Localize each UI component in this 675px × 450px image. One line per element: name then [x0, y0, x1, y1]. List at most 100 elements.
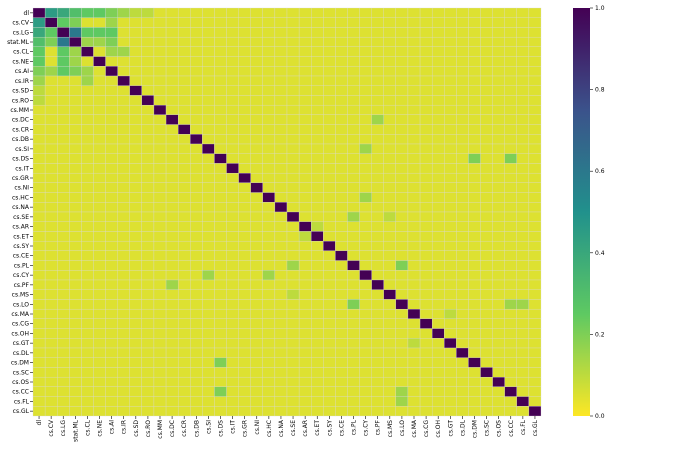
heatmap-cell: [226, 406, 239, 417]
heatmap-cell: [32, 163, 46, 174]
heatmap-cell: [359, 153, 372, 164]
heatmap-cell: [504, 250, 517, 261]
y-tick-label: cs.LO: [13, 301, 29, 308]
heatmap-cell: [32, 104, 46, 116]
heatmap-cell: [335, 270, 348, 281]
heatmap-cell: [311, 27, 324, 38]
heatmap-cell: [407, 134, 421, 145]
heatmap-cell: [395, 367, 409, 378]
heatmap-cell: [238, 211, 251, 222]
heatmap-cell: [359, 396, 372, 407]
heatmap-cell: [32, 46, 46, 57]
heatmap-cell: [57, 182, 70, 193]
heatmap-cell: [250, 114, 263, 125]
heatmap-cell: [311, 386, 324, 397]
heatmap-cell: [444, 36, 457, 48]
heatmap-cell: [57, 260, 70, 271]
heatmap-cell: [57, 289, 70, 300]
heatmap-cell: [250, 386, 263, 397]
heatmap-cell: [371, 85, 384, 96]
heatmap-cell: [262, 56, 276, 67]
heatmap-cell: [359, 95, 372, 106]
heatmap-cell: [250, 347, 263, 358]
heatmap-cell: [298, 56, 312, 67]
heatmap-cell: [32, 396, 46, 407]
heatmap-cell: [286, 153, 300, 164]
colorbar: [573, 8, 590, 416]
heatmap-cell: [141, 95, 155, 106]
heatmap-cell: [347, 347, 360, 358]
heatmap-cell: [419, 279, 433, 290]
heatmap-cell: [456, 231, 469, 242]
heatmap-cell: [407, 260, 421, 271]
colorbar-tick-label: 0.0: [595, 413, 605, 420]
heatmap-cell: [117, 104, 130, 116]
heatmap-cell: [298, 143, 312, 154]
heatmap-cell: [129, 27, 143, 38]
heatmap-cell: [274, 27, 288, 38]
heatmap-cell: [371, 299, 384, 310]
heatmap-cell: [383, 357, 397, 368]
heatmap-cell: [69, 27, 82, 38]
heatmap-cell: [323, 338, 336, 349]
heatmap-cell: [190, 240, 203, 252]
heatmap-cell: [274, 367, 288, 378]
heatmap-cell: [492, 56, 505, 67]
heatmap-cell: [81, 328, 94, 339]
heatmap-cell: [81, 56, 94, 67]
heatmap-cell: [117, 406, 130, 417]
heatmap-cell: [395, 27, 409, 38]
heatmap-cell: [311, 182, 324, 193]
heatmap-cell: [250, 192, 263, 203]
heatmap-cell: [69, 192, 82, 203]
heatmap-cell: [335, 56, 348, 67]
heatmap-cell: [431, 260, 445, 271]
heatmap-cell: [190, 7, 203, 18]
heatmap-cell: [359, 17, 372, 28]
heatmap-cell: [371, 56, 384, 67]
heatmap-cell: [44, 279, 58, 290]
heatmap-cell: [190, 347, 203, 358]
heatmap-cell: [468, 240, 481, 252]
heatmap-cell: [153, 95, 167, 106]
heatmap-cell: [298, 231, 312, 242]
heatmap-cell: [347, 250, 360, 261]
heatmap-cell: [298, 7, 312, 18]
heatmap-cell: [105, 124, 118, 135]
heatmap-cell: [153, 211, 167, 222]
heatmap-cell: [226, 260, 239, 271]
heatmap-cell: [177, 27, 191, 38]
heatmap-cell: [177, 172, 191, 184]
heatmap-cell: [456, 367, 469, 378]
heatmap-cell: [359, 75, 372, 86]
heatmap-cell: [214, 406, 227, 417]
heatmap-cell: [347, 318, 360, 329]
y-tick-label: dl: [24, 10, 30, 17]
heatmap-cell: [214, 240, 227, 252]
heatmap-cell: [298, 357, 312, 368]
heatmap-cell: [93, 318, 106, 329]
x-tick-label: cs.FL: [520, 419, 527, 435]
heatmap-cell: [371, 192, 384, 203]
heatmap-cell: [516, 36, 530, 48]
heatmap-cell: [286, 299, 300, 310]
colorbar-tick-label: 0.4: [595, 250, 605, 257]
heatmap-cell: [69, 75, 82, 86]
heatmap-cell: [407, 270, 421, 281]
heatmap-cell: [359, 308, 372, 320]
heatmap-cell: [431, 221, 445, 232]
heatmap-cell: [105, 270, 118, 281]
heatmap-cell: [419, 36, 433, 48]
heatmap-cell: [202, 347, 215, 358]
y-tick-label: cs.SC: [13, 369, 29, 376]
heatmap-cell: [165, 299, 179, 310]
heatmap-cell: [44, 104, 58, 116]
heatmap-cell: [395, 299, 409, 310]
y-tick-label: cs.IT: [15, 165, 29, 172]
heatmap-cell: [444, 279, 457, 290]
heatmap-cell: [286, 376, 300, 388]
heatmap-cell: [492, 66, 505, 77]
heatmap-cell: [250, 134, 263, 145]
heatmap-cell: [468, 124, 481, 135]
heatmap-cell: [93, 75, 106, 86]
